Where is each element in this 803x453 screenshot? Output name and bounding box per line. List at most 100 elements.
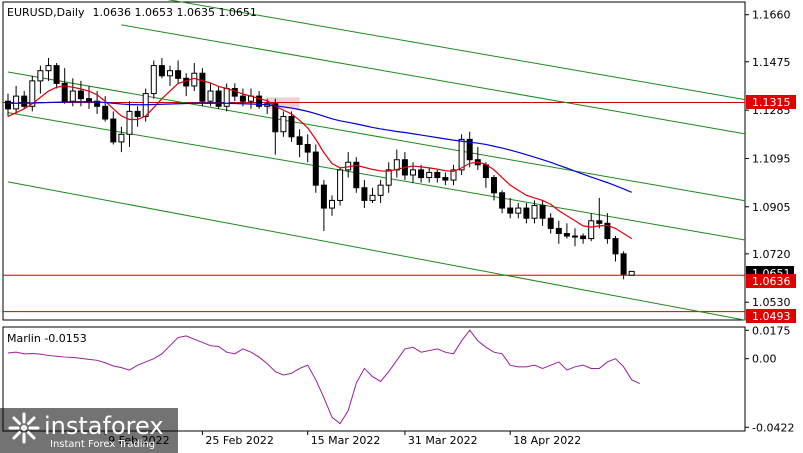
time-tick-label: 15 Mar 2022 (311, 434, 381, 447)
svg-text:1.0636: 1.0636 (752, 275, 791, 288)
candle (329, 195, 335, 216)
candle (304, 134, 311, 163)
candle (612, 236, 619, 262)
candle (5, 93, 11, 117)
indicator-pane-frame (2, 326, 746, 432)
candle (369, 187, 376, 203)
price-axis: 1.16601.14751.12851.10951.09051.07201.05… (745, 9, 791, 309)
candle (531, 200, 538, 224)
candle (491, 174, 497, 201)
main-pane[interactable] (3, 0, 746, 321)
candle (434, 169, 441, 183)
candle (150, 60, 157, 99)
candle (21, 91, 28, 109)
candle (312, 144, 319, 193)
candle (580, 233, 587, 244)
price-tick-label: 1.1660 (752, 9, 791, 22)
candle (555, 220, 562, 244)
candle (572, 228, 578, 247)
indicator-axis: 0.0175 0.00 -0.0422 (745, 324, 794, 434)
indicator-label: Marlin -0.0153 (7, 332, 87, 345)
moving-averages (7, 77, 633, 240)
candle (596, 197, 603, 229)
candle (515, 202, 522, 219)
candle (110, 111, 117, 145)
indicator-tick-label: -0.0422 (752, 421, 794, 434)
marlin-series (7, 329, 641, 425)
time-tick-label: 18 Apr 2022 (513, 434, 581, 447)
price-tick-label: 1.0720 (752, 248, 791, 261)
instaforex-logo: instaforex Instant Forex Trading (0, 408, 178, 453)
resistance-zone (267, 97, 300, 109)
price-tick-label: 1.1475 (752, 56, 791, 69)
candle (450, 164, 457, 186)
candle (37, 65, 44, 94)
candle (523, 202, 530, 224)
marlin-line (7, 329, 641, 425)
channel-line (7, 71, 746, 202)
candle (53, 63, 60, 89)
symbol-label: EURUSD,Daily 1.0636 1.0653 1.0635 1.0651 (7, 6, 257, 19)
candle (499, 190, 506, 214)
candle (207, 83, 214, 107)
horizontal-levels (3, 101, 745, 313)
candle (45, 57, 52, 81)
candle (353, 157, 360, 193)
candle (547, 213, 554, 234)
indicator-tick-label: 0.0175 (752, 324, 791, 337)
candle (256, 91, 263, 109)
fast-ma-line (7, 77, 633, 240)
candle (288, 111, 295, 142)
candle (426, 167, 433, 183)
channel-line (167, 0, 746, 101)
slow-ma-line (8, 101, 632, 193)
candle (134, 106, 141, 127)
candle (377, 180, 384, 203)
resistance-box (267, 97, 300, 109)
candle (158, 57, 165, 79)
candle (466, 131, 473, 168)
candle (29, 75, 36, 112)
candle (507, 197, 514, 219)
candle (296, 129, 303, 158)
price-tag-current: 1.0636 (746, 274, 796, 288)
candle (13, 85, 20, 114)
candle (167, 65, 173, 86)
channel-line (121, 24, 746, 135)
price-tick-label: 1.0905 (752, 201, 791, 214)
candle (620, 251, 627, 280)
price-tag-lower: 1.0493 (746, 309, 796, 323)
svg-text:1.0493: 1.0493 (752, 310, 791, 323)
candle (563, 223, 570, 239)
candle (628, 270, 635, 276)
time-tick-label: 31 Mar 2022 (408, 434, 478, 447)
candle (215, 85, 222, 109)
candlesticks (5, 57, 635, 280)
candle (320, 180, 327, 231)
logo-tagline: Instant Forex Trading (50, 439, 155, 450)
indicator-tick-label: 0.00 (752, 353, 777, 366)
candle (418, 164, 425, 183)
candle (102, 96, 109, 122)
candle (199, 68, 206, 107)
channel-line (7, 181, 746, 321)
candle (126, 101, 133, 148)
candle (175, 60, 182, 84)
price-tick-label: 1.0530 (752, 296, 791, 309)
channel-lines (7, 0, 746, 321)
candle (539, 200, 546, 226)
candle (272, 98, 279, 155)
candle (337, 167, 344, 206)
svg-text:1.1315: 1.1315 (752, 96, 791, 109)
candle (604, 213, 611, 244)
candle (118, 126, 125, 153)
indicator-pane[interactable] (7, 329, 641, 425)
candle (385, 162, 392, 193)
price-tick-label: 1.1095 (752, 152, 791, 165)
time-tick-label: 25 Feb 2022 (205, 434, 273, 447)
logo-brand: instaforex (44, 412, 164, 440)
candle (361, 180, 368, 209)
candle (280, 111, 287, 137)
